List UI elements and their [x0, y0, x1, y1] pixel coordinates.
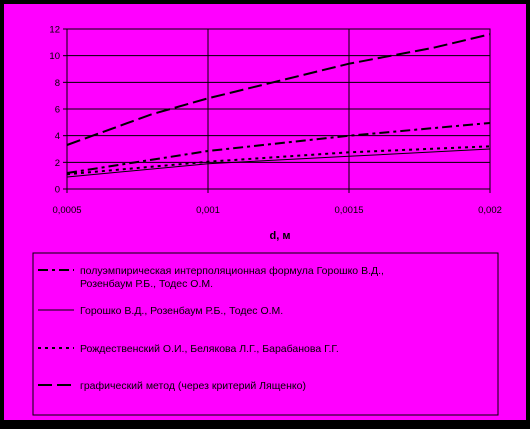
series-line-3 [66, 145, 491, 176]
y-tick-label: 6 [55, 105, 60, 116]
y-tick-label: 4 [55, 131, 60, 142]
series-line-1 [66, 122, 491, 174]
y-tick-label: 2 [55, 158, 60, 169]
legend-label-series-2: Горошко В.Д., Розенбаум Р.Б., Тодес О.М. [80, 305, 283, 317]
x-tick-label: 0,0005 [52, 205, 81, 216]
legend: полуэмпирическая интерполяционная формул… [32, 252, 499, 416]
x-tick-label: 0,002 [478, 205, 502, 216]
y-tick-label: 0 [55, 185, 60, 196]
x-tick-label: 0,001 [196, 205, 220, 216]
x-axis-title: d, м [270, 230, 291, 242]
legend-box [32, 252, 499, 416]
y-tick-label: 8 [55, 78, 60, 89]
plot-layer: 0 2 4 6 8 10 12 0,0005 0,001 0,0015 0,002 [49, 25, 501, 217]
x-tick-label: 0,0015 [334, 205, 363, 216]
y-tick-label: 10 [49, 51, 60, 62]
series-line-4 [66, 33, 491, 146]
legend-label-series-1: полуэмпирическая интерполяционная формул… [80, 265, 384, 290]
legend-label-series-4: графический метод (через критерий Лященк… [80, 380, 306, 392]
legend-label-series-3: Рождественский О.И., Белякова Л.Г., Бара… [80, 343, 339, 355]
y-tick-label: 12 [49, 25, 60, 36]
series-line-2 [66, 148, 491, 178]
